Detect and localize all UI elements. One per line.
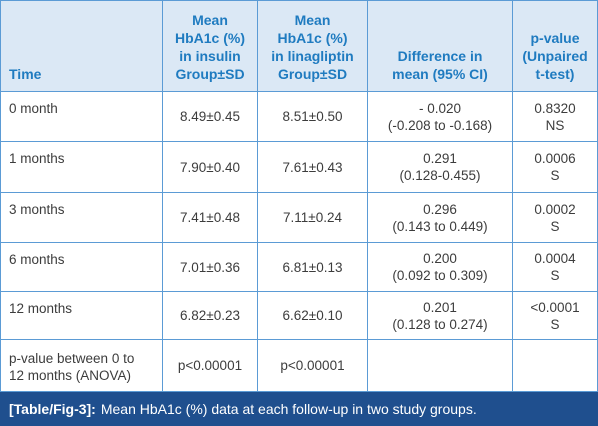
- table-cell: 0.291 (0.128-0.455): [368, 142, 513, 193]
- cell-line: Difference in: [397, 48, 483, 64]
- cell-line: in insulin: [179, 48, 241, 64]
- cell-line: 0.296: [423, 201, 457, 217]
- table-cell: 6 months: [0, 243, 163, 292]
- table-cell: [513, 340, 598, 392]
- table-cell: 7.61±0.43: [258, 142, 368, 193]
- cell-line: S: [550, 316, 560, 332]
- cell-line: (0.128-0.455): [399, 168, 481, 183]
- cell-line: 7.90±0.40: [180, 159, 240, 175]
- table-cell: p<0.00001: [163, 340, 258, 392]
- cell-line: 0.0006: [534, 151, 576, 166]
- cell-line: 1 months: [9, 151, 65, 166]
- table-cell: 7.90±0.40: [163, 142, 258, 193]
- cell-line: p-value between 0 to: [9, 350, 135, 366]
- cell-line: S: [550, 168, 560, 183]
- table-cell: 7.11±0.24: [258, 193, 368, 243]
- cell-line: <0.0001: [530, 299, 580, 315]
- cell-line: t-test): [535, 66, 575, 82]
- table-cell: - 0.020 (-0.208 to -0.168): [368, 92, 513, 142]
- cell-line: p-value: [530, 30, 580, 46]
- cell-line: 0.0002: [534, 201, 576, 217]
- header-cell: Difference in mean (95% CI): [368, 0, 513, 92]
- header-cell: Mean HbA1c (%) in linagliptin Group±SD: [258, 0, 368, 92]
- table-caption: [Table/Fig-3]: Mean HbA1c (%) data at eac…: [0, 392, 598, 426]
- cell-line: 0 month: [9, 101, 58, 116]
- cell-line: 8.49±0.45: [180, 109, 240, 124]
- cell-line: mean (95% CI): [392, 66, 488, 82]
- table-cell: 8.51±0.50: [258, 92, 368, 142]
- table-cell: 12 months: [0, 292, 163, 340]
- table-cell: 0.200 (0.092 to 0.309): [368, 243, 513, 292]
- table-cell: p<0.00001: [258, 340, 368, 392]
- table-cell: 3 months: [0, 193, 163, 243]
- cell-line: HbA1c (%): [277, 30, 348, 46]
- cell-line: NS: [545, 117, 565, 133]
- table-cell: 1 months: [0, 142, 163, 193]
- cell-line: p<0.00001: [280, 358, 345, 373]
- cell-line: (0.092 to 0.309): [392, 268, 488, 283]
- header-cell: Mean HbA1c (%) in insulin Group±SD: [163, 0, 258, 92]
- table-cell: <0.0001 S: [513, 292, 598, 340]
- cell-line: (Unpaired: [522, 48, 588, 64]
- table-cell: 0.0006 S: [513, 142, 598, 193]
- cell-line: 0.0004: [534, 251, 576, 266]
- cell-line: 12 months (ANOVA): [9, 367, 132, 383]
- table-cell: 6.81±0.13: [258, 243, 368, 292]
- cell-line: HbA1c (%): [174, 30, 245, 46]
- caption-label: [Table/Fig-3]:: [9, 401, 96, 417]
- table-cell: p-value between 0 to 12 months (ANOVA): [0, 340, 163, 392]
- cell-line: Time: [9, 66, 42, 82]
- table-cell: 0.0002 S: [513, 193, 598, 243]
- cell-line: 6.82±0.23: [180, 308, 240, 323]
- cell-line: (0.143 to 0.449): [392, 218, 488, 234]
- cell-line: S: [550, 268, 560, 283]
- cell-line: Mean: [192, 12, 228, 28]
- table-cell: 0.8320 NS: [513, 92, 598, 142]
- table-cell: 0.201 (0.128 to 0.274): [368, 292, 513, 340]
- cell-line: - 0.020: [418, 100, 462, 116]
- cell-line: in linagliptin: [271, 48, 354, 64]
- cell-line: 0.8320: [534, 100, 576, 116]
- cell-line: p<0.00001: [177, 358, 243, 373]
- cell-line: (-0.208 to -0.168): [387, 117, 493, 133]
- caption-text: Mean HbA1c (%) data at each follow-up in…: [100, 401, 477, 417]
- cell-line: 0.201: [423, 299, 457, 315]
- cell-line: 7.41±0.48: [180, 210, 240, 225]
- cell-line: 12 months: [9, 301, 73, 316]
- table-cell: 8.49±0.45: [163, 92, 258, 142]
- cell-line: Mean: [294, 12, 331, 28]
- cell-line: 7.11±0.24: [283, 210, 342, 225]
- cell-line: 7.61±0.43: [282, 159, 343, 175]
- cell-line: (0.128 to 0.274): [392, 316, 488, 332]
- cell-line: 0.291: [423, 151, 457, 166]
- cell-line: Group±SD: [277, 66, 348, 82]
- table-cell: 7.01±0.36: [163, 243, 258, 292]
- table-cell: 0.296 (0.143 to 0.449): [368, 193, 513, 243]
- cell-line: 6 months: [9, 252, 65, 267]
- cell-line: 0.200: [423, 251, 457, 266]
- header-cell: Time: [0, 0, 163, 92]
- table-cell: 6.62±0.10: [258, 292, 368, 340]
- cell-line: 3 months: [9, 202, 65, 217]
- cell-line: S: [550, 218, 560, 234]
- header-cell: p-value (Unpaired t-test): [513, 0, 598, 92]
- table-cell: 7.41±0.48: [163, 193, 258, 243]
- table-cell: 0 month: [0, 92, 163, 142]
- cell-line: 7.01±0.36: [180, 259, 240, 275]
- cell-line: 6.81±0.13: [282, 259, 343, 275]
- cell-line: 8.51±0.50: [282, 109, 343, 124]
- cell-line: Group±SD: [175, 66, 245, 82]
- table-cell: 6.82±0.23: [163, 292, 258, 340]
- table-cell: [368, 340, 513, 392]
- cell-line: 6.62±0.10: [282, 308, 343, 323]
- table-cell: 0.0004 S: [513, 243, 598, 292]
